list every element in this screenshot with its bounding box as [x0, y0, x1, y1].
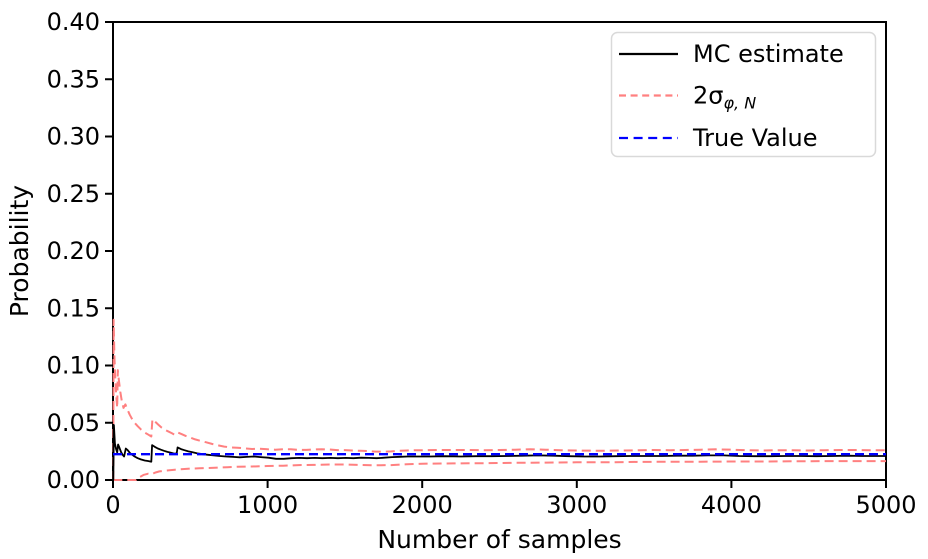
legend-frame — [610, 31, 877, 158]
y-axis-label: Probability — [5, 185, 34, 317]
y-tick-label: 0.40 — [47, 8, 100, 36]
legend-label-true-value: True Value — [692, 124, 818, 152]
legend-label-mc-estimate: MC estimate — [693, 40, 844, 68]
x-tick-label: 3000 — [546, 491, 607, 519]
x-tick-label: 0 — [105, 491, 120, 519]
x-tick-label: 4000 — [701, 491, 762, 519]
series-layer — [112, 318, 886, 481]
y-tick-label: 0.10 — [47, 352, 100, 380]
legend-label-sigma: 2σφ, N — [693, 82, 756, 113]
y-tick-label: 0.20 — [47, 237, 100, 265]
series-2sigma-upper-bound — [112, 318, 886, 481]
x-axis-label: Number of samples — [377, 525, 621, 554]
legend-label-sigma-subscript: φ, N — [723, 93, 756, 112]
series-2sigma-lower-bound — [113, 460, 886, 481]
y-tick-label: 0.05 — [47, 409, 100, 437]
y-tick-label: 0.30 — [47, 123, 100, 151]
x-tick-label: 2000 — [392, 491, 453, 519]
y-tick-label: 0.00 — [47, 466, 100, 494]
y-axis-tick-labels: 0.00 0.05 0.10 0.15 0.20 0.25 0.30 0.35 … — [47, 8, 100, 494]
y-axis-ticks — [105, 21, 113, 481]
x-tick-label: 1000 — [237, 491, 298, 519]
series-mc-estimate — [112, 424, 886, 481]
y-tick-label: 0.15 — [47, 294, 100, 322]
x-axis-tick-labels: 0 1000 2000 3000 4000 5000 — [105, 491, 916, 519]
y-tick-label: 0.25 — [47, 180, 100, 208]
y-tick-label: 0.35 — [47, 65, 100, 93]
x-axis-ticks — [112, 480, 887, 488]
x-tick-label: 5000 — [855, 491, 916, 519]
legend: MC estimate 2σφ, N True Value — [610, 31, 877, 158]
legend-label-sigma-main: 2σ — [693, 82, 723, 110]
